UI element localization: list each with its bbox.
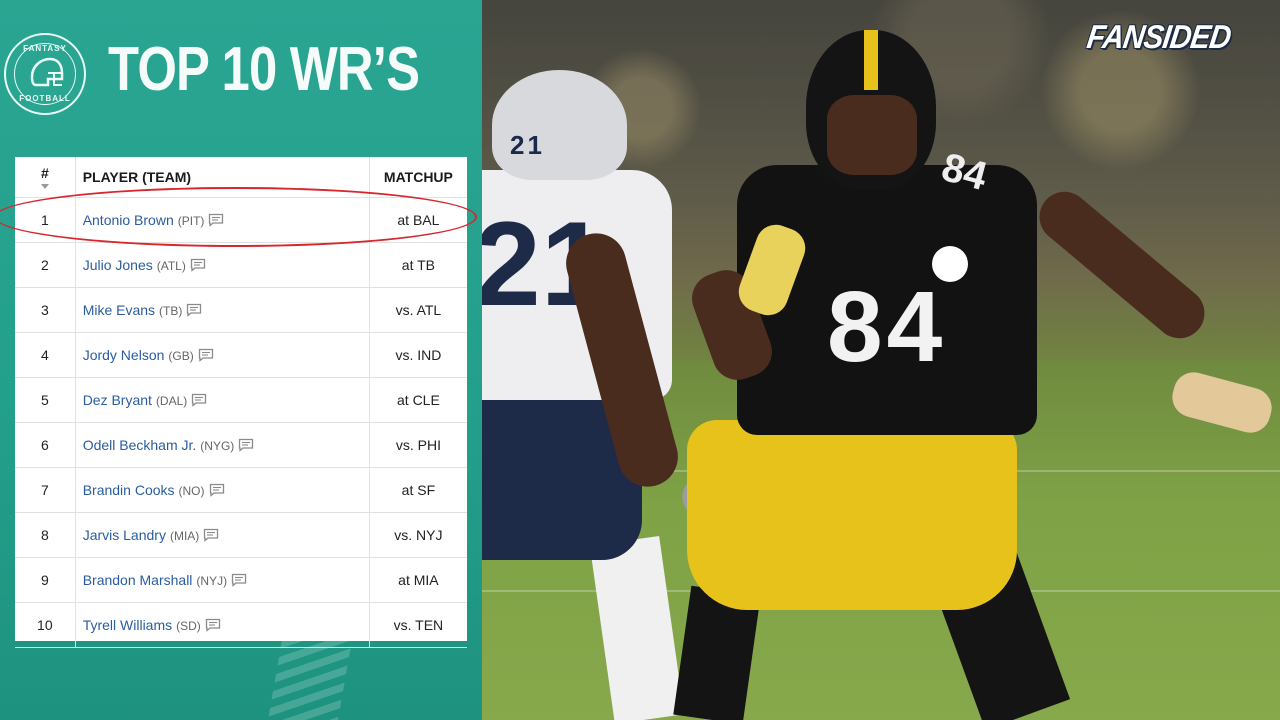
table-row[interactable]: 7 Brandin Cooks (NO) at SF bbox=[15, 467, 467, 513]
table-row[interactable]: 4 Jordy Nelson (GB) vs. IND bbox=[15, 332, 467, 378]
player-name-link[interactable]: Julio Jones bbox=[82, 257, 153, 273]
fantasy-football-logo: FANTASY FOOTBALL bbox=[4, 33, 86, 115]
player-cell: Brandon Marshall (NYJ) bbox=[75, 557, 370, 603]
comment-icon[interactable] bbox=[205, 618, 221, 632]
player-name-link[interactable]: Tyrell Williams bbox=[82, 617, 173, 633]
left-panel: FANTASY FOOTBALL TOP 10 WR’S # PLAYER (T… bbox=[0, 0, 482, 720]
comment-icon[interactable] bbox=[190, 258, 206, 272]
matchup-cell: vs. ATL bbox=[369, 287, 467, 333]
matchup-cell: at CLE bbox=[369, 377, 467, 423]
player-team: (DAL) bbox=[155, 394, 188, 408]
table-row[interactable]: 3 Mike Evans (TB) vs. ATL bbox=[15, 287, 467, 333]
player-cell: Jordy Nelson (GB) bbox=[75, 332, 370, 378]
comment-icon[interactable] bbox=[203, 528, 219, 542]
rank-cell: 8 bbox=[15, 512, 76, 558]
player-team: (TB) bbox=[159, 304, 183, 318]
player-name-link[interactable]: Mike Evans bbox=[82, 302, 156, 318]
player-cell: Julio Jones (ATL) bbox=[75, 242, 370, 288]
logo-bottom-text: FOOTBALL bbox=[19, 94, 71, 103]
player-team: (NO) bbox=[178, 484, 205, 498]
matchup-cell: vs. IND bbox=[369, 332, 467, 378]
matchup-cell: at MIA bbox=[369, 557, 467, 603]
column-header-matchup[interactable]: MATCHUP bbox=[369, 157, 467, 198]
table-row[interactable]: 10 Tyrell Williams (SD) vs. TEN bbox=[15, 602, 467, 648]
table-row[interactable]: 2 Julio Jones (ATL) at TB bbox=[15, 242, 467, 288]
player-name-link[interactable]: Jarvis Landry bbox=[82, 527, 166, 543]
rank-cell: 3 bbox=[15, 287, 76, 333]
matchup-cell: vs. PHI bbox=[369, 422, 467, 468]
comment-icon[interactable] bbox=[186, 303, 202, 317]
rank-cell: 5 bbox=[15, 377, 76, 423]
rank-cell: 6 bbox=[15, 422, 76, 468]
rank-cell: 9 bbox=[15, 557, 76, 603]
column-header-player[interactable]: PLAYER (TEAM) bbox=[75, 157, 370, 198]
receiver-face bbox=[827, 95, 917, 175]
player-team: (NYJ) bbox=[196, 574, 228, 588]
table-row[interactable]: 9 Brandon Marshall (NYJ) at MIA bbox=[15, 557, 467, 603]
table-row[interactable]: 8 Jarvis Landry (MIA) vs. NYJ bbox=[15, 512, 467, 558]
player-team: (GB) bbox=[168, 349, 194, 363]
player-cell: Brandin Cooks (NO) bbox=[75, 467, 370, 513]
rank-cell: 2 bbox=[15, 242, 76, 288]
comment-icon[interactable] bbox=[209, 483, 225, 497]
player-cell: Tyrell Williams (SD) bbox=[75, 602, 370, 648]
matchup-cell: vs. TEN bbox=[369, 602, 467, 648]
receiver-helmet-stripe bbox=[864, 30, 878, 90]
rank-header-label: # bbox=[40, 165, 49, 181]
sort-arrow-icon[interactable] bbox=[40, 184, 49, 189]
player-name-link[interactable]: Brandon Marshall bbox=[82, 572, 193, 588]
helmet-icon bbox=[30, 57, 64, 87]
player-name-link[interactable]: Brandin Cooks bbox=[82, 482, 175, 498]
column-header-rank[interactable]: # bbox=[15, 157, 76, 198]
defender-leg bbox=[589, 536, 685, 720]
team-logo-icon bbox=[932, 246, 968, 282]
player-cell: Antonio Brown (PIT) bbox=[75, 197, 370, 243]
player-team: (MIA) bbox=[169, 529, 200, 543]
matchup-cell: at BAL bbox=[369, 197, 467, 243]
defender-helmet-number: 21 bbox=[510, 130, 545, 160]
rank-cell: 1 bbox=[15, 197, 76, 243]
matchup-cell: at TB bbox=[369, 242, 467, 288]
page-title: TOP 10 WR’S bbox=[108, 35, 420, 104]
rankings-table: # PLAYER (TEAM) MATCHUP 1 Antonio Brown (P… bbox=[15, 157, 467, 648]
player-cell: Jarvis Landry (MIA) bbox=[75, 512, 370, 558]
table-row[interactable]: 5 Dez Bryant (DAL) at CLE bbox=[15, 377, 467, 423]
player-cell: Dez Bryant (DAL) bbox=[75, 377, 370, 423]
matchup-cell: at SF bbox=[369, 467, 467, 513]
background-sock-stripes bbox=[267, 640, 353, 720]
player-name-link[interactable]: Antonio Brown bbox=[82, 212, 174, 228]
rank-cell: 4 bbox=[15, 332, 76, 378]
comment-icon[interactable] bbox=[231, 573, 247, 587]
comment-icon[interactable] bbox=[191, 393, 207, 407]
table-body: 1 Antonio Brown (PIT) at BAL 2 Julio Jones (AT… bbox=[15, 197, 467, 648]
fansided-logo: FANSIDED bbox=[1084, 18, 1233, 55]
rank-cell: 10 bbox=[15, 602, 76, 648]
comment-icon[interactable] bbox=[208, 213, 224, 227]
receiver-pants bbox=[687, 420, 1017, 610]
player-team: (PIT) bbox=[177, 214, 205, 228]
logo-inner-ring bbox=[14, 43, 76, 105]
player-name-link[interactable]: Jordy Nelson bbox=[82, 347, 165, 363]
table-row[interactable]: 1 Antonio Brown (PIT) at BAL bbox=[15, 197, 467, 243]
comment-icon[interactable] bbox=[198, 348, 214, 362]
player-team: (ATL) bbox=[156, 259, 186, 273]
matchup-cell: vs. NYJ bbox=[369, 512, 467, 558]
table-header-row: # PLAYER (TEAM) MATCHUP bbox=[15, 157, 467, 198]
comment-icon[interactable] bbox=[238, 438, 254, 452]
player-name-link[interactable]: Odell Beckham Jr. bbox=[82, 437, 197, 453]
rank-cell: 7 bbox=[15, 467, 76, 513]
hero-photo: 21 21 84 84 bbox=[482, 0, 1280, 720]
defender-helmet bbox=[492, 70, 627, 180]
receiver-jersey-number: 84 bbox=[827, 271, 947, 383]
receiver-glove-right bbox=[1167, 367, 1277, 438]
player-cell: Mike Evans (TB) bbox=[75, 287, 370, 333]
player-team: (SD) bbox=[176, 619, 201, 633]
player-name-link[interactable]: Dez Bryant bbox=[82, 392, 152, 408]
player-cell: Odell Beckham Jr. (NYG) bbox=[75, 422, 370, 468]
table-row[interactable]: 6 Odell Beckham Jr. (NYG) vs. PHI bbox=[15, 422, 467, 468]
player-team: (NYG) bbox=[200, 439, 235, 453]
